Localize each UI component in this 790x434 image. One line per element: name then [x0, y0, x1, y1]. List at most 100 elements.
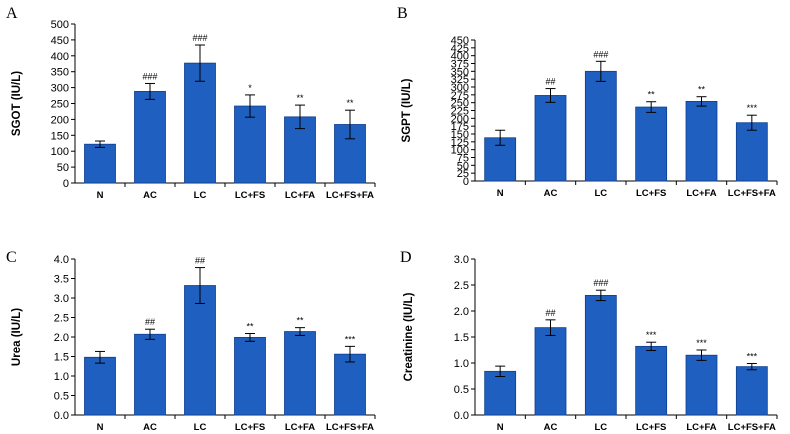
y-axis-title: SGOT (IU/L) [11, 71, 23, 136]
y-tick-label: 250 [451, 98, 469, 110]
bar [584, 70, 617, 182]
y-axis-title: Urea (IU/L) [11, 308, 23, 366]
bar [184, 285, 216, 416]
category-label: N [97, 422, 104, 433]
y-tick-label: 450 [51, 35, 69, 47]
bar [184, 62, 216, 184]
category-label: LC+FS+FA [728, 422, 776, 433]
category-label: LC+FS+FA [326, 422, 374, 433]
significance-label: ### [142, 71, 157, 81]
y-tick-label: 250 [51, 99, 69, 111]
significance-label: ** [648, 90, 656, 100]
significance-label: ### [593, 49, 608, 59]
panel-c: C Urea (IU/L) 0.0 0.5 1.0 1.5 2.0 2.5 3.0 3.5 4.0 N… [6, 249, 376, 433]
significance-label: *** [345, 334, 356, 344]
bar [134, 333, 166, 416]
category-label: LC+FA [686, 188, 716, 199]
category-label: AC [143, 190, 157, 201]
y-tick-label: 3.0 [54, 293, 69, 305]
y-tick-label: 400 [51, 51, 69, 63]
significance-label: ** [296, 316, 304, 326]
category-label: LC [194, 190, 207, 201]
panel-letter: A [6, 5, 18, 22]
y-tick-label: 3.0 [454, 254, 469, 266]
y-tick-label: 0.0 [54, 410, 69, 422]
y-tick-label: 50 [57, 162, 69, 174]
category-label: LC+FS+FA [728, 188, 776, 199]
y-tick-label: 0 [463, 176, 469, 188]
y-tick-label: 150 [451, 129, 469, 141]
significance-label: *** [747, 103, 758, 113]
significance-label: ** [246, 321, 254, 331]
y-tick-label: 300 [51, 83, 69, 95]
y-tick-label: 2.5 [54, 313, 69, 325]
significance-label: ### [192, 33, 207, 43]
bar [484, 370, 517, 416]
y-tick-label: 175 [451, 121, 469, 133]
y-tick-label: 0.5 [54, 391, 69, 403]
y-tick-label: 4.0 [54, 254, 69, 266]
significance-label: ### [593, 278, 608, 288]
significance-label: *** [696, 338, 707, 348]
y-axis-title: SGPT (IU/L) [401, 78, 413, 142]
bar [685, 354, 718, 416]
y-tick-label: 350 [451, 66, 469, 78]
y-tick-label: 3.5 [54, 274, 69, 286]
category-label: LC+FS [235, 190, 265, 201]
significance-label: ** [346, 98, 354, 108]
y-tick-label: 425 [451, 43, 469, 55]
bar [534, 327, 567, 416]
significance-label: *** [747, 352, 758, 362]
y-tick-label: 400 [451, 51, 469, 63]
category-label: LC+FS+FA [326, 190, 374, 201]
category-label: LC+FS [636, 188, 666, 199]
bar [134, 91, 166, 184]
bar [735, 122, 768, 182]
y-tick-label: 150 [51, 130, 69, 142]
panel-d: D Creatinine (IU/L) 0.0 0.5 1.0 1.5 2.0 2.5 3.0 N… [400, 249, 778, 433]
significance-label: ## [195, 256, 205, 266]
y-tick-label: 0.5 [454, 384, 469, 396]
category-label: N [497, 188, 504, 199]
bar [635, 106, 668, 182]
bar [84, 356, 116, 416]
y-tick-label: 1.0 [54, 371, 69, 383]
y-tick-label: 25 [457, 168, 469, 180]
significance-label: *** [646, 330, 657, 340]
y-tick-label: 200 [451, 113, 469, 125]
panel-letter: D [400, 249, 412, 266]
y-tick-label: 0.0 [454, 410, 469, 422]
y-tick-label: 0 [63, 178, 69, 190]
y-tick-label: 2.5 [454, 280, 469, 292]
category-label: LC [594, 422, 607, 433]
category-label: LC [194, 422, 207, 433]
y-tick-label: 2.0 [454, 306, 469, 318]
panel-letter: C [6, 249, 17, 266]
category-label: AC [544, 422, 558, 433]
bar [234, 336, 266, 416]
bar [685, 101, 718, 182]
significance-label: ** [698, 85, 706, 95]
significance-label: ## [545, 308, 555, 318]
y-tick-label: 100 [51, 146, 69, 158]
y-tick-label: 450 [451, 35, 469, 47]
significance-label: ## [145, 317, 155, 327]
category-label: LC+FS [235, 422, 265, 433]
y-tick-label: 1.5 [454, 332, 469, 344]
significance-label: ## [545, 77, 555, 87]
category-label: LC+FS [636, 422, 666, 433]
bar [84, 143, 116, 184]
bar [635, 345, 668, 416]
category-label: LC+FA [285, 190, 315, 201]
panel-letter: B [397, 5, 408, 22]
category-label: LC+FA [285, 422, 315, 433]
y-tick-label: 375 [451, 59, 469, 71]
y-tick-label: 325 [451, 74, 469, 86]
category-label: N [97, 190, 104, 201]
y-tick-label: 500 [51, 19, 69, 31]
y-tick-label: 50 [457, 160, 469, 172]
category-label: AC [143, 422, 157, 433]
y-tick-label: 200 [51, 114, 69, 126]
y-tick-label: 75 [457, 153, 469, 165]
y-tick-label: 125 [451, 137, 469, 149]
